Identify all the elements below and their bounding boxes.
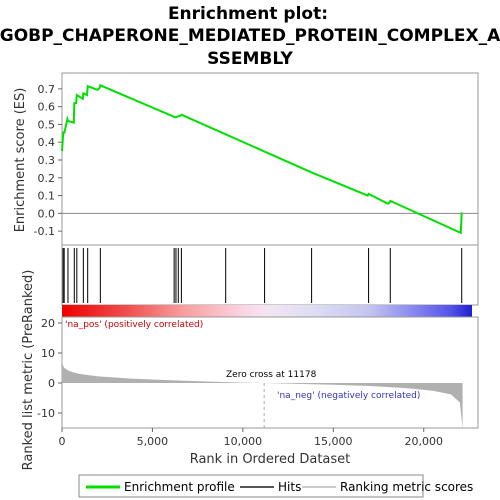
es-y-tick-label: 0.6	[38, 101, 56, 114]
x-tick-label: 15,000	[314, 435, 353, 448]
legend-label-ranking-metric: Ranking metric scores	[340, 480, 473, 494]
zero-cross-label: Zero cross at 11178	[226, 370, 317, 380]
hits-panel	[61, 244, 479, 306]
rank-gradient	[62, 305, 472, 317]
legend-label-hits: Hits	[278, 480, 301, 494]
es-y-tick-label: 0.4	[38, 136, 56, 149]
x-axis-label: Rank in Ordered Dataset	[190, 452, 351, 467]
es-y-tick-label: -0.1	[34, 225, 55, 238]
es-y-tick-label: 0.0	[38, 207, 56, 220]
es-y-tick-label: 0.2	[38, 172, 56, 185]
es-panel: -0.1 0.0 0.1 0.2 0.3 0.4 0.5 0.6 0.7 Enrichment …	[13, 72, 479, 246]
enrichment-profile-line	[61, 83, 463, 235]
pos-correlated-label: 'na_pos' (positively correlated)	[65, 320, 203, 330]
hits-frame	[61, 244, 479, 306]
hit-lines	[62, 248, 463, 303]
metric-y-axis: -10 0 10 20	[37, 317, 62, 420]
metric-y-tick-label: 20	[41, 317, 55, 330]
metric-panel: -10 0 10 20 'na_pos' (positively correlated…	[21, 270, 479, 471]
title-line-3: SSEMBLY	[207, 49, 293, 69]
es-y-tick-label: 0.3	[38, 154, 56, 167]
metric-y-tick-label: -10	[37, 407, 55, 420]
metric-y-tick-label: 10	[41, 347, 55, 360]
es-y-tick-label: 0.7	[38, 83, 56, 96]
es-y-axis: -0.1 0.0 0.1 0.2 0.3 0.4 0.5 0.6 0.7	[34, 83, 62, 238]
legend: Enrichment profile Hits Ranking metric s…	[78, 474, 473, 498]
x-tick-label: 0	[59, 435, 66, 448]
es-plot-frame	[61, 72, 479, 246]
legend-label-enrichment-profile: Enrichment profile	[124, 480, 235, 494]
x-tick-label: 5,000	[137, 435, 169, 448]
x-tick-label: 20,000	[404, 435, 443, 448]
x-tick-label: 10,000	[224, 435, 263, 448]
neg-correlated-label: 'na_neg' (negatively correlated)	[277, 391, 420, 401]
title-line-2: GOBP_CHAPERONE_MEDIATED_PROTEIN_COMPLEX_…	[0, 26, 500, 46]
es-y-tick-label: 0.5	[38, 118, 56, 131]
metric-y-tick-label: 0	[48, 377, 55, 390]
metric-frame	[61, 316, 479, 429]
title-line-1: Enrichment plot:	[168, 4, 328, 24]
es-y-tick-label: 0.1	[38, 190, 56, 203]
es-y-axis-label: Enrichment score (ES)	[13, 88, 28, 233]
rank-color-bar	[62, 305, 472, 317]
x-axis: 0 5,000 10,000 15,000 20,000	[59, 428, 443, 448]
metric-y-axis-label: Ranked list metric (PreRanked)	[21, 270, 36, 471]
